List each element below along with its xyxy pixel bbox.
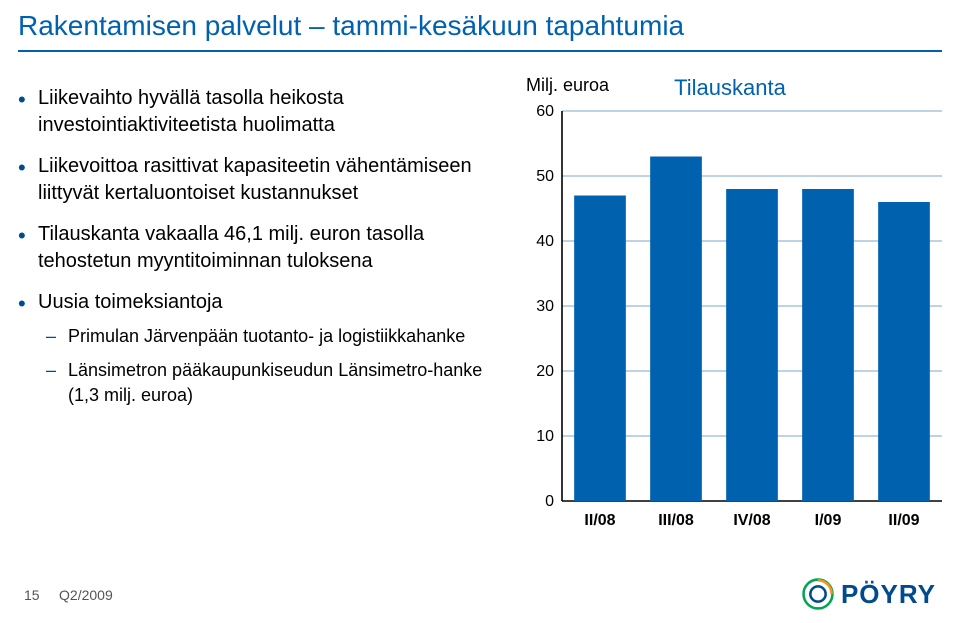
bullet-item: Liikevaihto hyvällä tasolla heikosta inv… xyxy=(18,85,498,139)
y-tick-label: 20 xyxy=(536,363,554,380)
x-tick-label: II/09 xyxy=(888,512,919,529)
y-tick-label: 30 xyxy=(536,298,554,315)
chart-container: Milj. euroa Tilauskanta 0102030405060II/… xyxy=(518,75,942,553)
bullet-item: Uusia toimeksiantoja Primulan Järvenpään… xyxy=(18,289,498,407)
logo: PÖYRY xyxy=(801,577,936,611)
bullet-text: Tilauskanta vakaalla 46,1 milj. euron ta… xyxy=(38,223,424,272)
sub-bullet-text: Länsimetron pääkaupunkiseudun Länsimetro… xyxy=(68,360,482,404)
page-title: Rakentamisen palvelut – tammi-kesäkuun t… xyxy=(18,10,942,42)
chart-title: Tilauskanta xyxy=(518,75,942,101)
bar xyxy=(802,189,854,501)
bullet-text: Liikevaihto hyvällä tasolla heikosta inv… xyxy=(38,87,344,136)
bullet-column: Liikevaihto hyvällä tasolla heikosta inv… xyxy=(18,75,518,553)
logo-text: PÖYRY xyxy=(841,579,936,610)
y-tick-label: 10 xyxy=(536,428,554,445)
page-number: 15 xyxy=(24,587,40,603)
content-row: Liikevaihto hyvällä tasolla heikosta inv… xyxy=(18,75,942,553)
sub-bullet-item: Länsimetron pääkaupunkiseudun Länsimetro… xyxy=(46,358,498,407)
bar xyxy=(878,202,930,501)
bullet-item: Liikevoittoa rasittivat kapasiteetin väh… xyxy=(18,153,498,207)
x-tick-label: IV/08 xyxy=(733,512,770,529)
y-tick-label: 50 xyxy=(536,168,554,185)
bar xyxy=(650,157,702,502)
y-tick-label: 40 xyxy=(536,233,554,250)
bullet-text: Uusia toimeksiantoja xyxy=(38,291,223,313)
x-tick-label: I/09 xyxy=(815,512,842,529)
y-tick-label: 60 xyxy=(536,105,554,120)
footer: 15 Q2/2009 xyxy=(24,587,113,603)
bar xyxy=(726,189,778,501)
footer-ref: Q2/2009 xyxy=(59,587,113,603)
bar xyxy=(574,196,626,502)
x-tick-label: III/08 xyxy=(658,512,694,529)
x-tick-label: II/08 xyxy=(584,512,615,529)
logo-icon xyxy=(801,577,835,611)
logo-ring-inner-icon xyxy=(810,586,825,601)
bar-chart: 0 10 20 30 40 50 60 II/08 III/08 IV/08 I/09 II/09 xyxy=(518,105,952,537)
y-tick-label: 0 xyxy=(545,493,554,510)
bullet-item: Tilauskanta vakaalla 46,1 milj. euron ta… xyxy=(18,221,498,275)
sub-bullet-text: Primulan Järvenpään tuotanto- ja logisti… xyxy=(68,326,465,346)
title-underline xyxy=(18,50,942,52)
sub-bullet-item: Primulan Järvenpään tuotanto- ja logisti… xyxy=(46,324,498,348)
bullet-text: Liikevoittoa rasittivat kapasiteetin väh… xyxy=(38,155,472,204)
